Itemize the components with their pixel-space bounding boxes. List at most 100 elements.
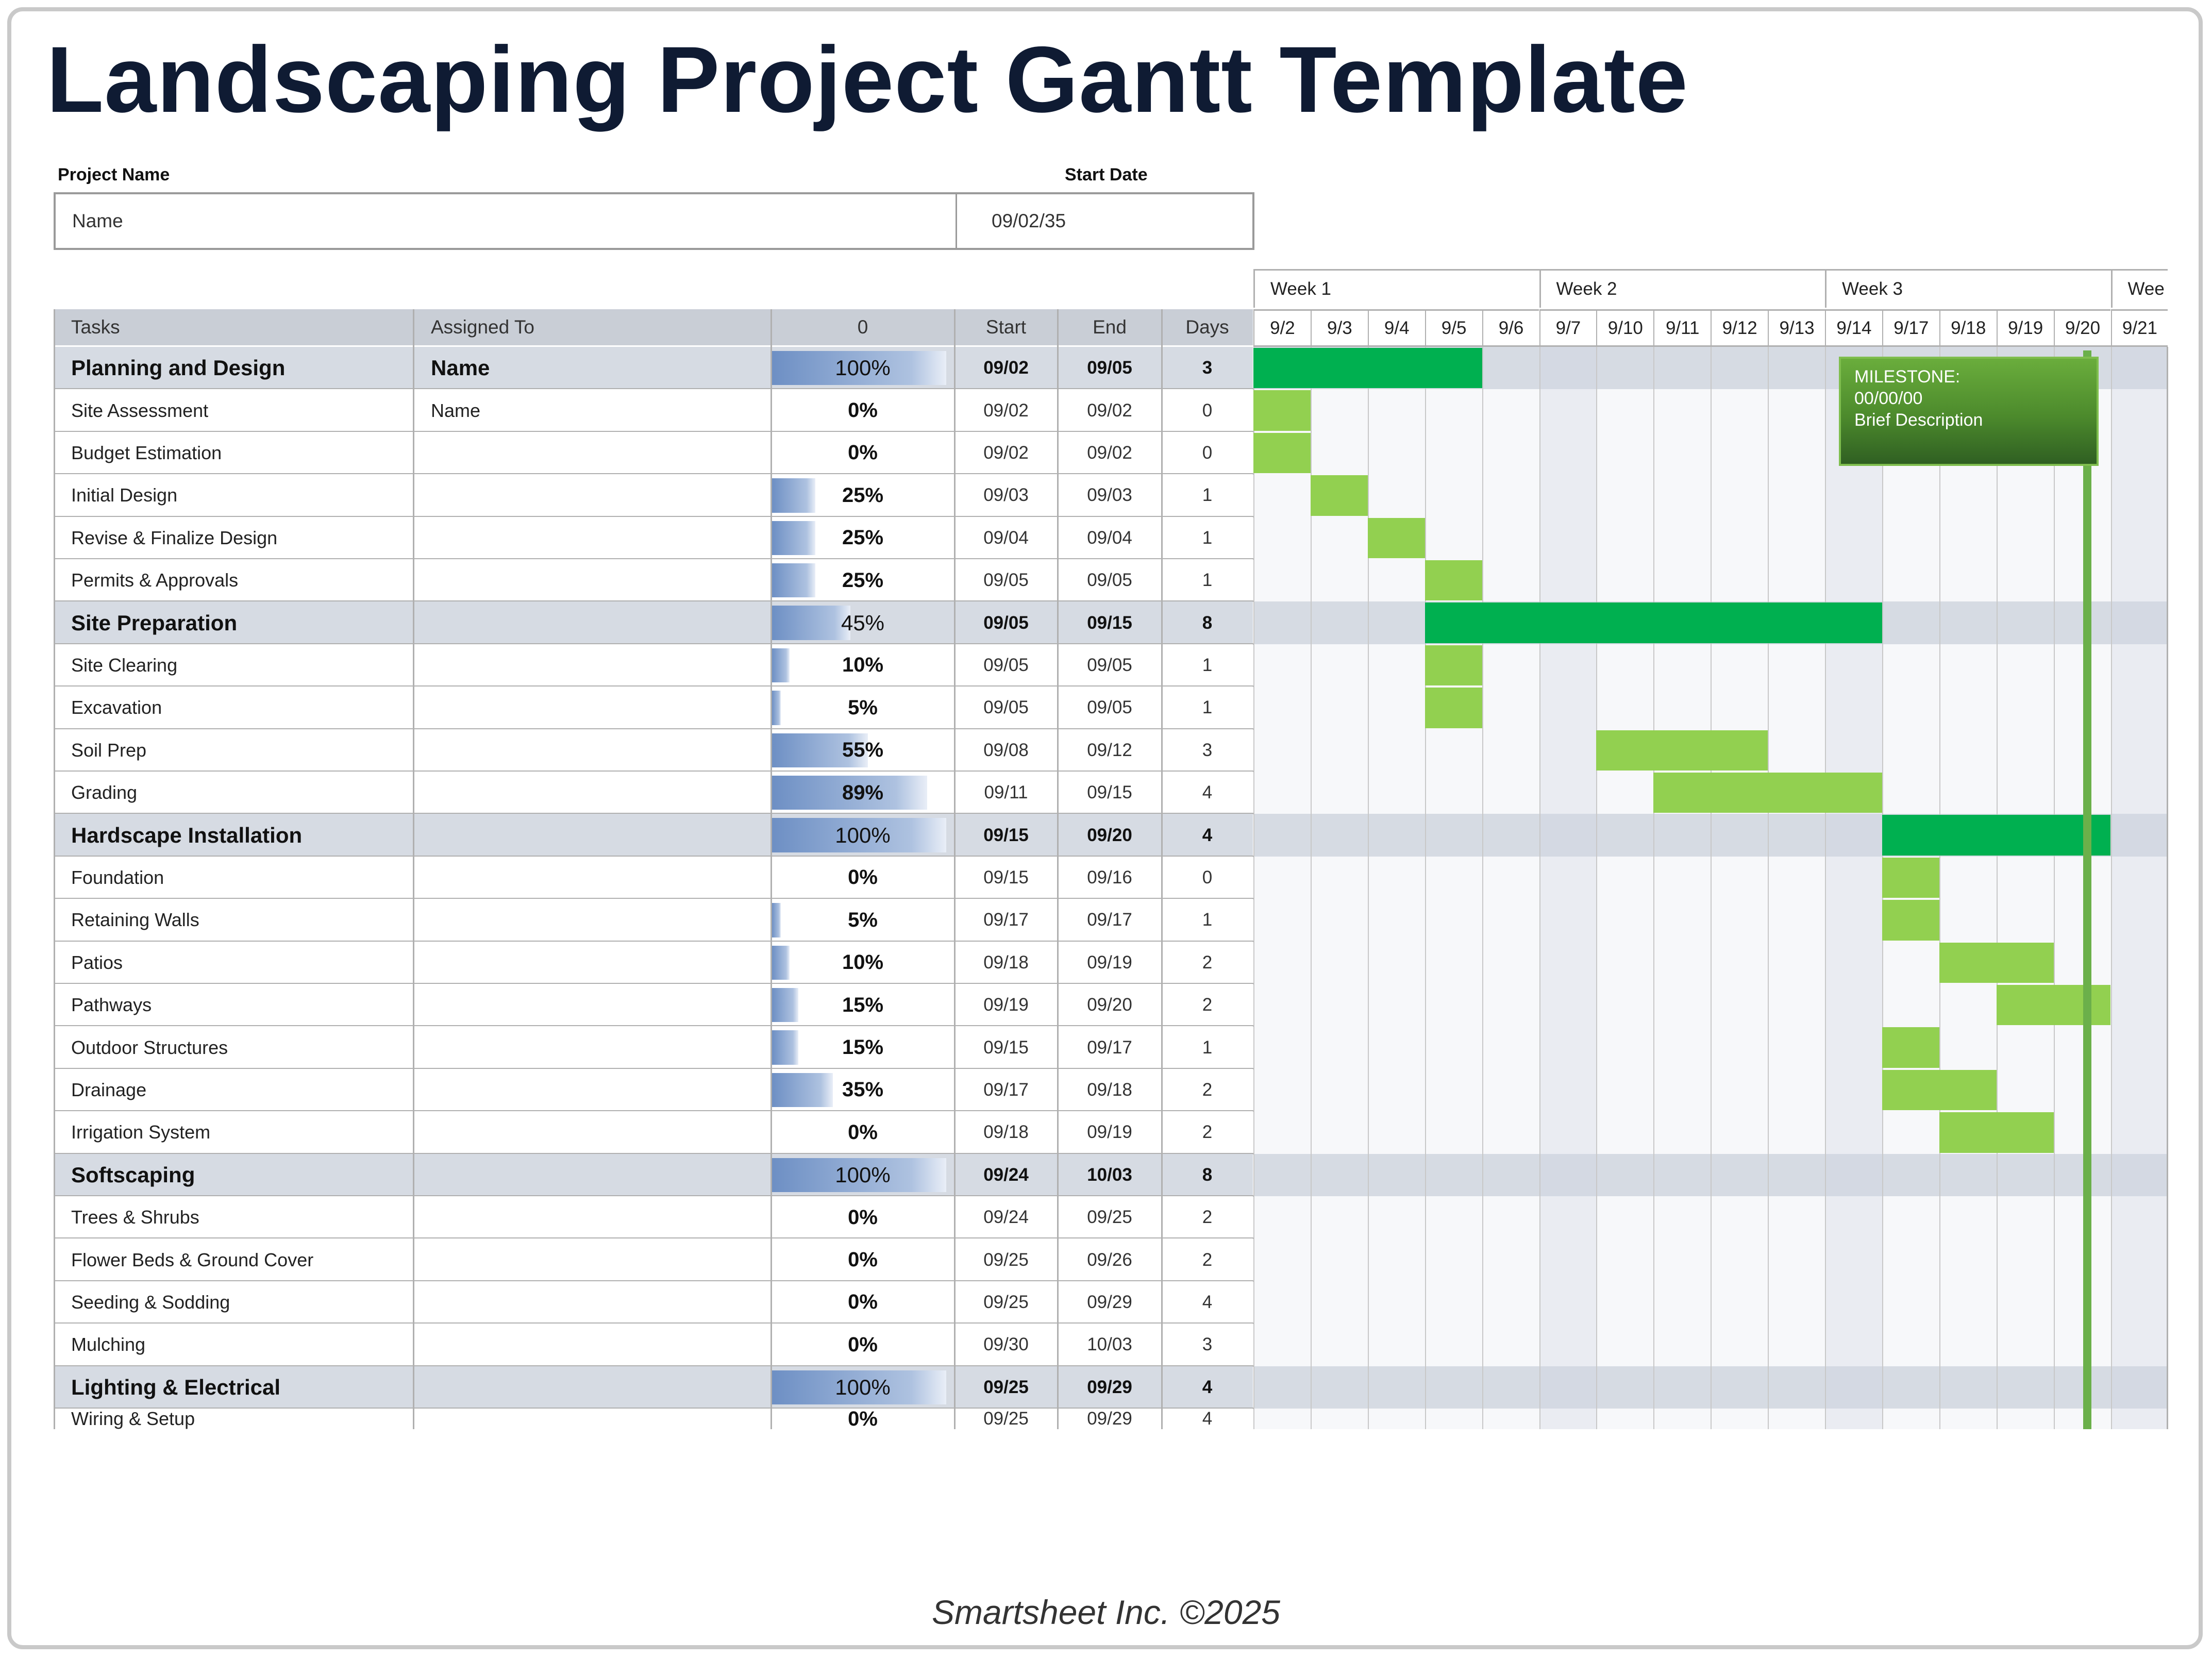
cell-assigned[interactable] — [413, 474, 771, 516]
cell-assigned[interactable] — [413, 1366, 771, 1409]
cell-pct[interactable]: 55% — [771, 729, 954, 772]
cell-assigned[interactable] — [413, 517, 771, 559]
gantt-task-bar[interactable] — [1253, 390, 1311, 431]
cell-pct[interactable]: 100% — [771, 1366, 954, 1409]
cell-task[interactable]: Lighting & Electrical — [71, 1375, 281, 1399]
cell-task[interactable]: Planning and Design — [71, 356, 286, 380]
cell-start[interactable]: 09/15 — [983, 1037, 1029, 1058]
cell-task[interactable]: Foundation — [71, 866, 164, 888]
cell-assigned[interactable] — [413, 1154, 771, 1196]
cell-end[interactable]: 09/05 — [1087, 655, 1132, 675]
cell-start[interactable]: 09/18 — [983, 952, 1029, 973]
cell-days[interactable]: 1 — [1202, 697, 1213, 718]
cell-days[interactable]: 1 — [1202, 655, 1213, 675]
gantt-group-bar[interactable] — [1253, 348, 1482, 389]
cell-start[interactable]: 09/02 — [983, 358, 1029, 378]
cell-days[interactable]: 2 — [1202, 995, 1213, 1015]
cell-task[interactable]: Seeding & Sodding — [71, 1291, 230, 1313]
cell-assigned[interactable] — [413, 729, 771, 772]
cell-end[interactable]: 10/03 — [1087, 1164, 1132, 1185]
cell-assigned[interactable] — [413, 1324, 771, 1366]
cell-end[interactable]: 09/20 — [1087, 995, 1132, 1015]
cell-assigned[interactable] — [413, 1281, 771, 1324]
cell-days[interactable]: 4 — [1202, 782, 1213, 803]
cell-days[interactable]: 2 — [1202, 952, 1213, 973]
cell-start[interactable]: 09/02 — [983, 400, 1029, 421]
gantt-task-bar[interactable] — [1882, 1069, 1997, 1111]
cell-start[interactable]: 09/25 — [983, 1249, 1029, 1270]
cell-end[interactable]: 09/12 — [1087, 740, 1132, 760]
cell-end[interactable]: 09/05 — [1087, 697, 1132, 718]
cell-start[interactable]: 09/25 — [983, 1292, 1029, 1312]
cell-end[interactable]: 09/20 — [1087, 825, 1132, 845]
cell-end[interactable]: 09/15 — [1087, 612, 1132, 633]
cell-pct[interactable]: 10% — [771, 942, 954, 984]
cell-start[interactable]: 09/24 — [983, 1164, 1029, 1185]
cell-assigned[interactable] — [413, 1409, 771, 1429]
cell-days[interactable]: 0 — [1202, 867, 1213, 887]
cell-end[interactable]: 09/18 — [1087, 1079, 1132, 1100]
cell-start[interactable]: 09/30 — [983, 1334, 1029, 1355]
cell-task[interactable]: Grading — [71, 782, 138, 803]
cell-days[interactable]: 8 — [1202, 612, 1213, 633]
cell-task[interactable]: Revise & Finalize Design — [71, 527, 278, 548]
gantt-task-bar[interactable] — [1596, 730, 1768, 771]
gantt-task-bar[interactable] — [1367, 517, 1425, 558]
gantt-group-bar[interactable] — [1882, 815, 2111, 856]
cell-pct[interactable]: 100% — [771, 1154, 954, 1196]
cell-assigned[interactable] — [413, 984, 771, 1026]
cell-end[interactable]: 09/19 — [1087, 952, 1132, 973]
cell-pct[interactable]: 5% — [771, 899, 954, 941]
cell-pct[interactable]: 0% — [771, 1196, 954, 1238]
cell-task[interactable]: Trees & Shrubs — [71, 1207, 199, 1228]
cell-end[interactable]: 09/26 — [1087, 1249, 1132, 1270]
gantt-task-bar[interactable] — [1253, 432, 1311, 474]
cell-end[interactable]: 10/03 — [1087, 1334, 1132, 1355]
cell-pct[interactable]: 15% — [771, 984, 954, 1026]
cell-start[interactable]: 09/11 — [984, 782, 1028, 803]
column-header-start[interactable]: Start — [954, 309, 1058, 345]
cell-start[interactable]: 09/25 — [983, 1409, 1029, 1429]
gantt-group-bar[interactable] — [1425, 602, 1882, 643]
cell-days[interactable]: 8 — [1202, 1164, 1213, 1185]
cell-task[interactable]: Mulching — [71, 1334, 146, 1355]
cell-end[interactable]: 09/03 — [1087, 485, 1132, 506]
cell-assigned[interactable] — [413, 942, 771, 984]
cell-start[interactable]: 09/03 — [983, 485, 1029, 506]
cell-end[interactable]: 09/16 — [1087, 867, 1132, 887]
cell-assigned[interactable] — [413, 686, 771, 729]
cell-assigned[interactable] — [413, 559, 771, 601]
cell-end[interactable]: 09/17 — [1087, 1037, 1132, 1058]
cell-days[interactable]: 4 — [1202, 1292, 1213, 1312]
cell-end[interactable]: 09/02 — [1087, 400, 1132, 421]
cell-task[interactable]: Wiring & Setup — [71, 1409, 195, 1429]
cell-pct[interactable]: 15% — [771, 1026, 954, 1068]
cell-end[interactable]: 09/15 — [1087, 782, 1132, 803]
cell-assigned[interactable] — [413, 1238, 771, 1281]
cell-assigned[interactable] — [413, 899, 771, 941]
cell-days[interactable]: 4 — [1202, 825, 1213, 845]
gantt-task-bar[interactable] — [1310, 475, 1368, 516]
cell-start[interactable]: 09/18 — [983, 1122, 1029, 1143]
cell-pct[interactable]: 25% — [771, 517, 954, 559]
column-header-task[interactable]: Tasks — [54, 309, 413, 345]
cell-assigned[interactable] — [413, 814, 771, 856]
gantt-task-bar[interactable] — [1425, 560, 1482, 601]
cell-days[interactable]: 2 — [1202, 1207, 1213, 1228]
cell-days[interactable]: 4 — [1202, 1377, 1213, 1397]
gantt-task-bar[interactable] — [1425, 645, 1482, 686]
cell-start[interactable]: 09/17 — [983, 910, 1029, 930]
cell-days[interactable]: 2 — [1202, 1249, 1213, 1270]
cell-start[interactable]: 09/05 — [983, 570, 1029, 591]
cell-end[interactable]: 09/04 — [1087, 527, 1132, 548]
cell-pct[interactable]: 25% — [771, 559, 954, 601]
cell-pct[interactable]: 100% — [771, 814, 954, 856]
cell-pct[interactable]: 0% — [771, 432, 954, 474]
cell-pct[interactable]: 0% — [771, 1409, 954, 1429]
column-header-end[interactable]: End — [1058, 309, 1162, 345]
cell-days[interactable]: 3 — [1202, 358, 1213, 378]
cell-task[interactable]: Excavation — [71, 697, 162, 718]
cell-end[interactable]: 09/29 — [1087, 1292, 1132, 1312]
cell-start[interactable]: 09/17 — [983, 1079, 1029, 1100]
cell-task[interactable]: Budget Estimation — [71, 442, 222, 463]
